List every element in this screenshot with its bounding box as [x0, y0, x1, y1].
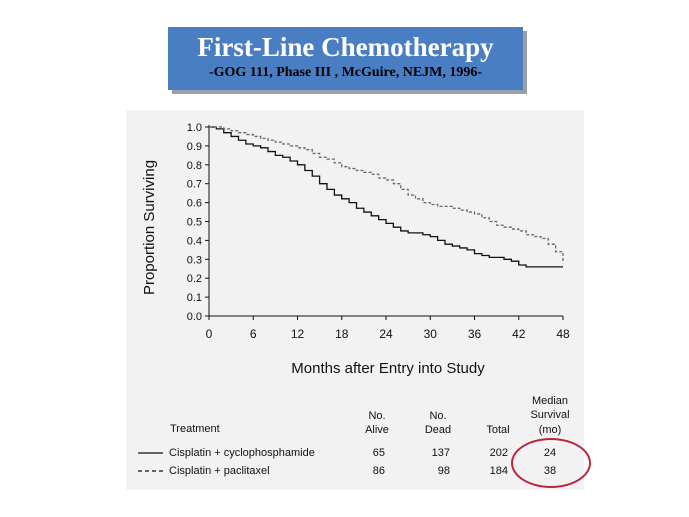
header-dead-2: Dead	[424, 424, 452, 436]
median-survival-highlight	[511, 438, 591, 488]
header-median-1: Median	[531, 395, 569, 407]
row-1-alive: 65	[372, 447, 385, 459]
header-alive-1: No.	[368, 410, 386, 422]
row-1-treatment: Cisplatin + cyclophosphamide	[169, 447, 315, 459]
header-dead-1: No.	[429, 410, 447, 422]
row-2-dead: 98	[437, 465, 450, 477]
header-treatment: Treatment	[170, 423, 220, 435]
x-tick-label-8: 48	[556, 327, 570, 341]
series-line-2	[209, 126, 564, 264]
slide-title: First-Line Chemotherapy	[197, 32, 494, 62]
x-tick-label-2: 12	[291, 327, 305, 341]
row-1-dead: 137	[431, 447, 450, 459]
header-alive-2: Alive	[365, 424, 389, 436]
row-2-treatment: Cisplatin + paclitaxel	[169, 465, 270, 477]
slide-title-box: First-Line Chemotherapy -GOG 111, Phase …	[168, 27, 523, 90]
y-tick-label-7: 0.7	[187, 179, 202, 191]
y-tick-label-8: 0.8	[187, 160, 202, 172]
x-tick-label-5: 30	[424, 327, 438, 341]
x-axis-label: Months after Entry into Study	[291, 360, 485, 377]
x-tick-label-3: 18	[335, 327, 349, 341]
row-2-total: 184	[489, 465, 508, 477]
y-tick-label-0: 0.0	[187, 311, 202, 323]
y-tick-label-5: 0.5	[187, 217, 202, 229]
x-tick-label-0: 0	[206, 327, 213, 341]
header-total: Total	[486, 424, 510, 436]
y-tick-label-6: 0.6	[187, 198, 202, 210]
y-tick-label-10: 1.0	[187, 122, 202, 134]
slide-subtitle: -GOG 111, Phase III , McGuire, NEJM, 199…	[208, 65, 483, 80]
x-tick-label-4: 24	[379, 327, 393, 341]
row-2-alive: 86	[372, 465, 385, 477]
header-median-3: (mo)	[538, 424, 562, 436]
y-tick-label-4: 0.4	[187, 235, 202, 247]
series-line-1	[209, 126, 563, 268]
chart-panel	[126, 110, 584, 490]
y-tick-label-2: 0.2	[187, 273, 202, 285]
y-tick-label-9: 0.9	[187, 141, 202, 153]
header-median-2: Survival	[530, 409, 570, 421]
x-tick-label-6: 36	[468, 327, 482, 341]
row-1-total: 202	[489, 447, 508, 459]
y-axis-label: Proportion Surviving	[141, 160, 158, 295]
x-tick-label-7: 42	[512, 327, 526, 341]
x-tick-label-1: 6	[250, 327, 257, 341]
y-tick-label-3: 0.3	[187, 254, 202, 266]
y-tick-label-1: 0.1	[187, 292, 202, 304]
